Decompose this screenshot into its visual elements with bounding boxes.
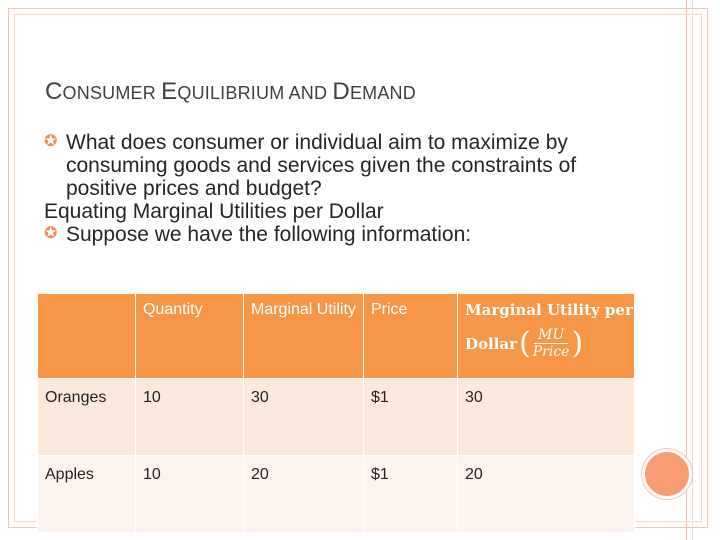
decorative-line [686,0,687,540]
utility-table: Quantity Marginal Utility Price Marginal… [37,293,635,533]
decorative-line [692,0,693,540]
gear-bullet-icon: ✪ [44,225,58,242]
table-header-row: Quantity Marginal Utility Price Marginal… [37,293,635,379]
table-row: Apples 10 20 $1 20 [37,455,635,533]
bullet-list: ✪ What does consumer or individual aim t… [44,131,644,246]
bullet-text: Suppose we have the following informatio… [66,223,472,246]
bullet-item: ✪ Suppose we have the following informat… [44,223,644,246]
mu-fraction: MU Price [532,327,570,360]
header-blank [37,293,136,379]
slide-title: CONSUMER EQUILIBRIUM AND DEMAND [45,78,416,105]
gear-bullet-icon: ✪ [44,133,58,150]
header-mu-per-dollar: Marginal Utility per Dollar ( MU Price ) [457,293,635,379]
table-row: Oranges 10 30 $1 30 [37,378,635,456]
bullet-subheading: Equating Marginal Utilities per Dollar [44,200,384,223]
header-quantity: Quantity [135,293,244,379]
bullet-text: What does consumer or individual aim to … [66,131,577,200]
header-marginal-utility: Marginal Utility [243,293,364,379]
bullet-item: ✪ What does consumer or individual aim t… [44,131,644,200]
header-price: Price [363,293,458,379]
decorative-circle [642,449,692,499]
